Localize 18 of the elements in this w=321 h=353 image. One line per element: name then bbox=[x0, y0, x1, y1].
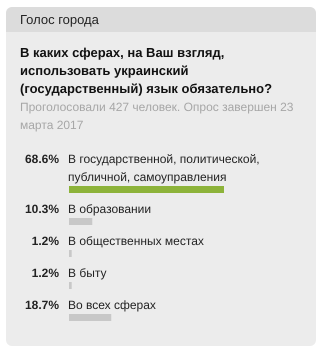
y-tick-label: В быту bbox=[68, 266, 106, 280]
data-label: 18.7% bbox=[24, 298, 60, 312]
bar bbox=[69, 282, 72, 289]
bar bbox=[69, 218, 92, 225]
data-label: 1.2% bbox=[32, 266, 60, 280]
y-tick-label: Во всех сферах bbox=[68, 298, 156, 312]
bar bbox=[69, 250, 72, 257]
data-label: 10.3% bbox=[24, 202, 60, 216]
data-label: 68.6% bbox=[24, 152, 60, 166]
data-label: 1.2% bbox=[32, 234, 60, 248]
bar bbox=[69, 314, 112, 321]
y-tick-label: В государственной, политической, публичной, самоуправления bbox=[68, 152, 260, 184]
y-tick-label: В общественных местах bbox=[68, 234, 204, 248]
chart-title: Голос города bbox=[20, 12, 100, 27]
bar bbox=[69, 186, 224, 193]
y-tick-label: В образовании bbox=[68, 202, 152, 216]
chart-subtitle: В каких сферах, на Ваш взгляд, использовать украинский (государственный) язык обязательно? bbox=[20, 45, 272, 96]
text: Проголосовали 427 человек. Опрос завершен 23 марта 2017 bbox=[20, 100, 294, 132]
